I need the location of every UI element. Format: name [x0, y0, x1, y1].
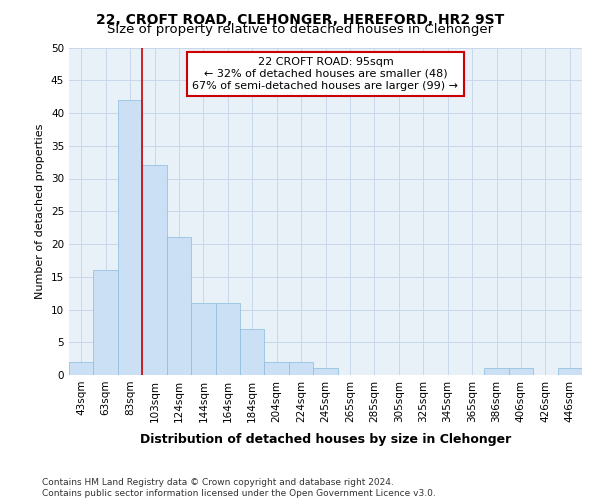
Bar: [215, 303, 240, 375]
Bar: [484, 368, 509, 375]
Bar: [289, 362, 313, 375]
Y-axis label: Number of detached properties: Number of detached properties: [35, 124, 46, 299]
Bar: [191, 303, 215, 375]
Bar: [94, 270, 118, 375]
Text: Size of property relative to detached houses in Clehonger: Size of property relative to detached ho…: [107, 22, 493, 36]
Bar: [557, 368, 582, 375]
Bar: [509, 368, 533, 375]
Text: 22, CROFT ROAD, CLEHONGER, HEREFORD, HR2 9ST: 22, CROFT ROAD, CLEHONGER, HEREFORD, HR2…: [96, 12, 504, 26]
Bar: [167, 238, 191, 375]
Text: Contains HM Land Registry data © Crown copyright and database right 2024.
Contai: Contains HM Land Registry data © Crown c…: [42, 478, 436, 498]
Bar: [118, 100, 142, 375]
X-axis label: Distribution of detached houses by size in Clehonger: Distribution of detached houses by size …: [140, 433, 511, 446]
Text: 22 CROFT ROAD: 95sqm
← 32% of detached houses are smaller (48)
67% of semi-detac: 22 CROFT ROAD: 95sqm ← 32% of detached h…: [193, 58, 458, 90]
Bar: [240, 329, 265, 375]
Bar: [313, 368, 338, 375]
Bar: [142, 166, 167, 375]
Bar: [265, 362, 289, 375]
Bar: [69, 362, 94, 375]
